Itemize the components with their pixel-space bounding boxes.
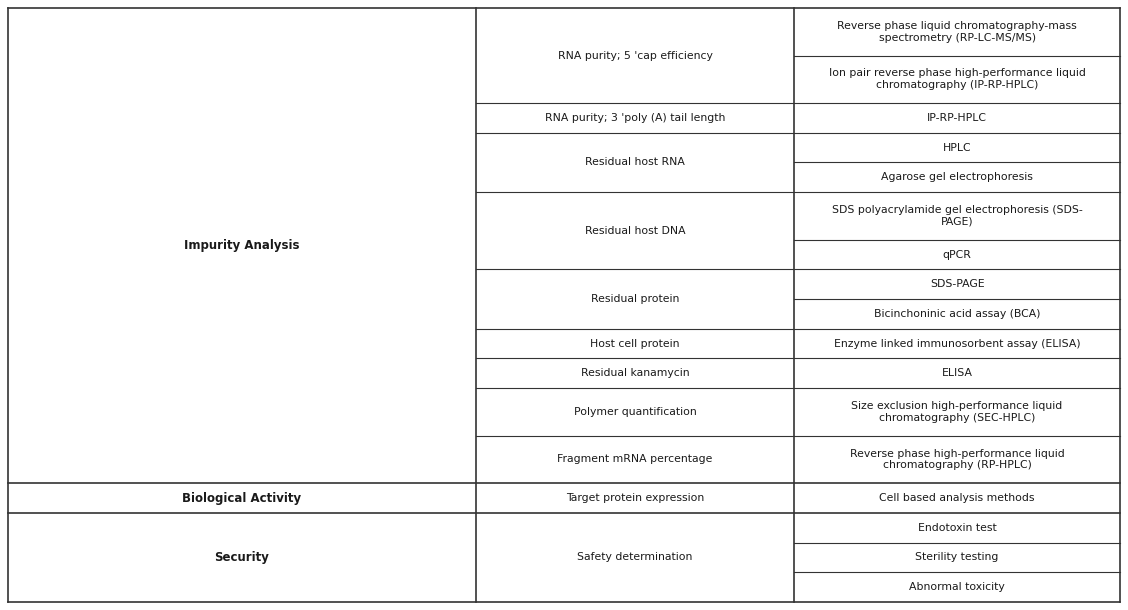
- Text: Enzyme linked immunosorbent assay (ELISA): Enzyme linked immunosorbent assay (ELISA…: [834, 339, 1081, 348]
- Text: Reverse phase liquid chromatography-mass
spectrometry (RP-LC-MS/MS): Reverse phase liquid chromatography-mass…: [837, 21, 1077, 43]
- Text: Residual host RNA: Residual host RNA: [585, 157, 685, 167]
- Text: Host cell protein: Host cell protein: [590, 339, 680, 348]
- Text: Polymer quantification: Polymer quantification: [574, 407, 697, 417]
- Text: Residual protein: Residual protein: [591, 294, 679, 304]
- Text: Residual host DNA: Residual host DNA: [584, 226, 686, 235]
- Text: Impurity Analysis: Impurity Analysis: [184, 239, 300, 252]
- Text: ELISA: ELISA: [942, 368, 972, 378]
- Text: RNA purity; 3 'poly (A) tail length: RNA purity; 3 'poly (A) tail length: [545, 113, 725, 123]
- Text: Security: Security: [214, 551, 270, 564]
- Text: SDS-PAGE: SDS-PAGE: [929, 279, 985, 289]
- Text: RNA purity; 5 'cap efficiency: RNA purity; 5 'cap efficiency: [557, 51, 713, 60]
- Text: Biological Activity: Biological Activity: [183, 492, 301, 504]
- Text: IP-RP-HPLC: IP-RP-HPLC: [927, 113, 987, 123]
- Text: Fragment mRNA percentage: Fragment mRNA percentage: [557, 454, 713, 464]
- Text: Ion pair reverse phase high-performance liquid
chromatography (IP-RP-HPLC): Ion pair reverse phase high-performance …: [829, 68, 1085, 90]
- Text: Abnormal toxicity: Abnormal toxicity: [909, 582, 1005, 592]
- Text: Size exclusion high-performance liquid
chromatography (SEC-HPLC): Size exclusion high-performance liquid c…: [852, 401, 1063, 423]
- Text: Target protein expression: Target protein expression: [566, 493, 704, 503]
- Text: Bicinchoninic acid assay (BCA): Bicinchoninic acid assay (BCA): [874, 309, 1040, 319]
- Text: Endotoxin test: Endotoxin test: [918, 523, 996, 533]
- Text: Cell based analysis methods: Cell based analysis methods: [880, 493, 1034, 503]
- Text: Agarose gel electrophoresis: Agarose gel electrophoresis: [881, 172, 1033, 182]
- Text: HPLC: HPLC: [943, 143, 971, 152]
- Text: Reverse phase high-performance liquid
chromatography (RP-HPLC): Reverse phase high-performance liquid ch…: [849, 448, 1065, 470]
- Text: Sterility testing: Sterility testing: [916, 553, 998, 562]
- Text: Safety determination: Safety determination: [578, 553, 693, 562]
- Text: Residual kanamycin: Residual kanamycin: [581, 368, 689, 378]
- Text: SDS polyacrylamide gel electrophoresis (SDS-
PAGE): SDS polyacrylamide gel electrophoresis (…: [831, 205, 1083, 227]
- Text: qPCR: qPCR: [943, 249, 971, 259]
